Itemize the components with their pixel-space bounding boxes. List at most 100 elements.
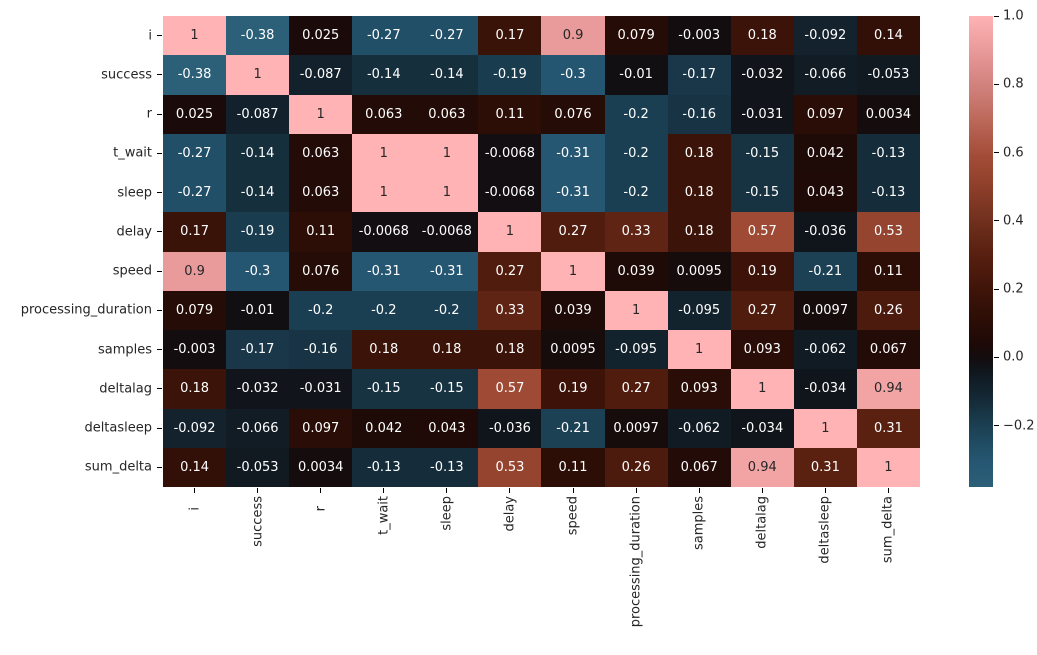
heatmap-cell: 0.33 xyxy=(478,290,542,330)
heatmap-cell: 0.27 xyxy=(604,369,668,409)
heatmap-cell: 0.063 xyxy=(352,94,416,134)
heatmap-cell: 0.18 xyxy=(163,369,227,409)
heatmap-cell: -0.17 xyxy=(667,55,731,95)
colorbar-tick-label: −0.2 xyxy=(1003,418,1035,434)
heatmap-cell: -0.16 xyxy=(289,330,353,370)
heatmap-cell: 0.18 xyxy=(667,133,731,173)
y-tick-mark xyxy=(157,231,162,233)
heatmap-cell: -0.13 xyxy=(415,447,479,487)
x-tick-label: t_wait xyxy=(376,496,392,535)
heatmap-cell: -0.27 xyxy=(415,16,479,56)
heatmap-cell: -0.031 xyxy=(289,369,353,409)
heatmap-cell: 0.11 xyxy=(541,447,605,487)
heatmap-cell: 0.0034 xyxy=(856,94,920,134)
heatmap-cell: -0.2 xyxy=(604,94,668,134)
heatmap-cell: 0.025 xyxy=(289,16,353,56)
heatmap-cell: 1 xyxy=(289,94,353,134)
heatmap-cell: 0.063 xyxy=(289,133,353,173)
heatmap-cell: 0.27 xyxy=(541,212,605,252)
heatmap-cell: 0.14 xyxy=(163,447,227,487)
heatmap-cell: 0.076 xyxy=(289,251,353,291)
heatmap-cell: 0.26 xyxy=(856,290,920,330)
heatmap-cell: -0.0068 xyxy=(352,212,416,252)
colorbar-tick-label: 0.8 xyxy=(1003,76,1024,92)
heatmap-cell: 0.18 xyxy=(667,173,731,213)
heatmap-cell: -0.032 xyxy=(730,55,794,95)
heatmap-cell: 0.079 xyxy=(163,290,227,330)
heatmap-cell: -0.092 xyxy=(793,16,857,56)
x-tick-label: sum_delta xyxy=(880,496,896,564)
heatmap-cell: -0.3 xyxy=(541,55,605,95)
heatmap-cell: -0.13 xyxy=(352,447,416,487)
x-tick-label: delay xyxy=(502,496,518,532)
heatmap-cell: 0.093 xyxy=(667,369,731,409)
heatmap-cell: -0.2 xyxy=(352,290,416,330)
heatmap-cell: -0.15 xyxy=(730,173,794,213)
colorbar-gradient xyxy=(969,16,993,487)
heatmap-cell: -0.14 xyxy=(226,133,290,173)
heatmap-cell: 0.14 xyxy=(856,16,920,56)
x-tick-mark xyxy=(446,488,448,493)
heatmap-cell: -0.2 xyxy=(604,173,668,213)
y-tick-mark xyxy=(157,192,162,194)
heatmap-cell: 0.33 xyxy=(604,212,668,252)
heatmap-cell: -0.066 xyxy=(226,408,290,448)
heatmap-cell: -0.27 xyxy=(352,16,416,56)
x-tick-mark xyxy=(824,488,826,493)
x-tick-mark xyxy=(761,488,763,493)
heatmap-cell: 0.31 xyxy=(793,447,857,487)
x-tick-label: samples xyxy=(691,496,707,551)
heatmap-cell: -0.2 xyxy=(289,290,353,330)
y-tick-label: deltalag xyxy=(99,381,152,397)
y-tick-label: processing_duration xyxy=(20,302,152,318)
y-tick-label: speed xyxy=(112,263,152,279)
heatmap-cell: -0.17 xyxy=(226,330,290,370)
heatmap-cell: -0.01 xyxy=(226,290,290,330)
colorbar-tick-mark xyxy=(994,220,999,222)
heatmap-cell: 1 xyxy=(667,330,731,370)
colorbar-tick-mark xyxy=(994,15,999,17)
y-tick-mark xyxy=(157,113,162,115)
heatmap-cell: -0.21 xyxy=(541,408,605,448)
heatmap-cell: -0.032 xyxy=(226,369,290,409)
heatmap-cell: -0.31 xyxy=(415,251,479,291)
heatmap-cell: 0.94 xyxy=(856,369,920,409)
heatmap-cell: 1 xyxy=(793,408,857,448)
x-tick-mark xyxy=(635,488,637,493)
colorbar-tick-label: 1.0 xyxy=(1003,8,1024,24)
heatmap-cell: 0.94 xyxy=(730,447,794,487)
heatmap-cell: 0.063 xyxy=(289,173,353,213)
heatmap-cell: 0.18 xyxy=(667,212,731,252)
colorbar-tick-mark xyxy=(994,425,999,427)
heatmap-cell: 0.18 xyxy=(415,330,479,370)
heatmap-cell: 1 xyxy=(541,251,605,291)
y-tick-label: samples xyxy=(97,342,152,358)
heatmap-cell: -0.27 xyxy=(163,173,227,213)
heatmap-cell: 0.063 xyxy=(415,94,479,134)
heatmap-cell: 1 xyxy=(856,447,920,487)
heatmap-cell: 0.57 xyxy=(478,369,542,409)
heatmap-cell: 0.097 xyxy=(793,94,857,134)
heatmap-cell: 0.067 xyxy=(667,447,731,487)
y-tick-mark xyxy=(157,427,162,429)
heatmap-cell: -0.0068 xyxy=(478,133,542,173)
heatmap-cell: 0.9 xyxy=(541,16,605,56)
x-tick-mark xyxy=(383,488,385,493)
y-tick-mark xyxy=(157,466,162,468)
heatmap-cell: 0.18 xyxy=(730,16,794,56)
heatmap-cell: -0.38 xyxy=(163,55,227,95)
heatmap-cell: 0.17 xyxy=(163,212,227,252)
y-tick-label: i xyxy=(148,28,152,44)
x-tick-label: sleep xyxy=(439,496,455,531)
heatmap-cell: -0.092 xyxy=(163,408,227,448)
heatmap-cell: 0.042 xyxy=(352,408,416,448)
heatmap-cell: -0.036 xyxy=(478,408,542,448)
heatmap-cell: -0.034 xyxy=(730,408,794,448)
colorbar-tick-label: 0.6 xyxy=(1003,145,1024,161)
colorbar-tick-mark xyxy=(994,83,999,85)
x-tick-mark xyxy=(257,488,259,493)
x-tick-label: i xyxy=(187,507,203,511)
heatmap-cell: -0.062 xyxy=(793,330,857,370)
heatmap-cell: 1 xyxy=(415,173,479,213)
